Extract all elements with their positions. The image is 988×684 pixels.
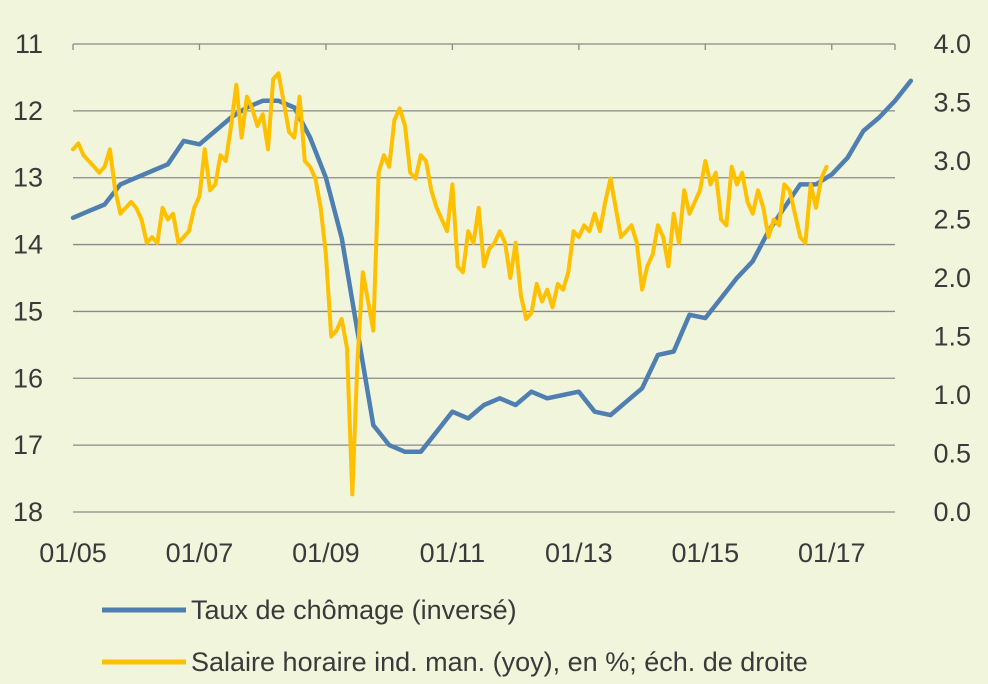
left-axis-tick-label: 17 — [13, 430, 43, 460]
axes — [72, 43, 896, 513]
left-axis-tick-label: 12 — [13, 96, 43, 126]
left-axis-tick-label: 11 — [15, 29, 43, 59]
left-axis-tick-label: 16 — [13, 363, 43, 393]
series-line-unemployment — [70, 78, 914, 455]
left-axis-tick-label: 14 — [13, 230, 43, 260]
x-axis-tick-label: 01/17 — [798, 538, 866, 568]
legend-label: Taux de chômage (inversé) — [191, 595, 517, 625]
x-axis-tick-label: 01/11 — [420, 538, 486, 568]
legend: Taux de chômage (inversé) Salaire horaire… — [102, 595, 808, 677]
legend-label: Salaire horaire ind. man. (yoy), en %; é… — [191, 647, 808, 677]
right-axis-tick-label: 0.5 — [933, 439, 971, 469]
left-axis-tick-labels: 11 12 13 14 15 16 17 18 — [13, 29, 43, 527]
left-axis-tick-label: 18 — [13, 497, 43, 527]
left-axis-tick-label: 15 — [13, 296, 43, 326]
right-axis-tick-label: 2.5 — [933, 205, 971, 235]
x-axis-tick-label: 01/07 — [166, 538, 234, 568]
right-axis-tick-label: 4.0 — [933, 29, 971, 59]
right-axis-tick-label: 1.5 — [933, 322, 971, 352]
right-axis-tick-label: 2.0 — [933, 263, 971, 293]
x-axis-tick-label: 01/15 — [672, 538, 740, 568]
right-axis-tick-label: 3.5 — [933, 88, 971, 118]
right-axis-tick-labels: 0.0 0.5 1.0 1.5 2.0 2.5 3.0 3.5 4.0 — [933, 29, 971, 527]
x-axis-tick-label: 01/13 — [545, 538, 613, 568]
series-lines — [70, 71, 914, 497]
right-axis-tick-label: 1.0 — [933, 380, 971, 410]
right-axis-tick-label: 0.0 — [933, 497, 971, 527]
x-axis-tick-labels: 01/05 01/07 01/09 01/11 01/13 01/15 01/17 — [39, 538, 865, 568]
series-line-wages — [71, 71, 829, 497]
gridlines — [73, 110, 895, 446]
right-axis-tick-label: 3.0 — [933, 146, 971, 176]
x-axis-tick-label: 01/05 — [39, 538, 107, 568]
left-axis-tick-label: 13 — [13, 163, 43, 193]
x-axis-tick-label: 01/09 — [292, 538, 360, 568]
